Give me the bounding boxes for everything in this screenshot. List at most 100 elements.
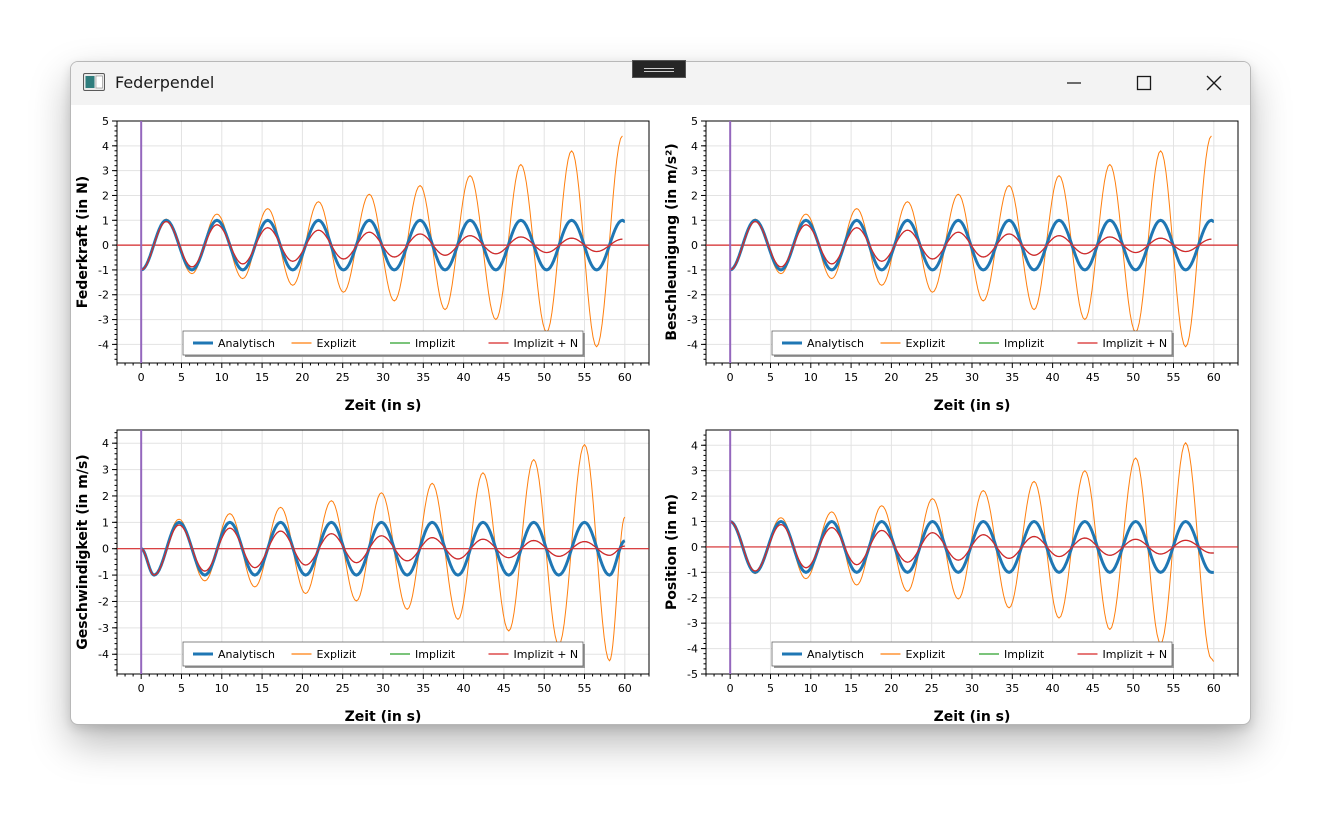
x-tick-label: 20 — [884, 682, 898, 695]
y-tick-label: 1 — [691, 516, 698, 529]
y-tick-label: 3 — [102, 464, 109, 477]
app-window-icon — [83, 73, 105, 91]
x-tick-label: 10 — [804, 371, 818, 384]
x-tick-label: 30 — [376, 371, 390, 384]
y-tick-label: -1 — [687, 566, 698, 579]
x-tick-label: 10 — [215, 371, 229, 384]
legend-label: Explizit — [317, 648, 357, 661]
legend-label: Implizit — [415, 648, 456, 661]
y-tick-label: 4 — [691, 439, 698, 452]
x-tick-label: 0 — [138, 371, 145, 384]
chart-panel-1: 0 5 10 15 20 25 30 35 40 45 50 55 60-4-3-2-1012345Ze… — [75, 115, 650, 414]
y-tick-label: 5 — [691, 115, 698, 128]
series-line-implizit-n — [729, 520, 1215, 572]
legend-box — [182, 330, 584, 356]
y-tick-label: 3 — [691, 465, 698, 478]
x-axis-title: Zeit (in s) — [345, 398, 422, 414]
x-axis-title: Zeit (in s) — [934, 709, 1011, 724]
window-title: Federpendel — [115, 73, 215, 92]
legend-box — [182, 641, 584, 667]
y-tick-label: -4 — [687, 338, 698, 351]
x-tick-label: 55 — [578, 682, 592, 695]
legend-label: Implizit + N — [1103, 648, 1168, 661]
legend-label: Implizit — [1004, 337, 1045, 350]
y-axis-title: Federkraft (in N) — [75, 176, 91, 308]
series-line-implizit-n — [729, 220, 1212, 271]
series-line-analytisch — [729, 218, 1216, 272]
x-tick-label: 40 — [1046, 371, 1060, 384]
minimize-icon — [1067, 82, 1081, 84]
x-tick-label: 30 — [376, 682, 390, 695]
legend-label: Implizit + N — [1103, 337, 1168, 350]
legend-label: Explizit — [317, 337, 357, 350]
x-tick-label: 45 — [497, 682, 511, 695]
x-tick-label: 45 — [497, 371, 511, 384]
close-button[interactable] — [1179, 62, 1249, 105]
y-tick-label: 3 — [691, 165, 698, 178]
x-tick-label: 25 — [925, 682, 939, 695]
y-tick-label: -1 — [687, 264, 698, 277]
series-group — [706, 135, 1238, 348]
legend-label: Implizit — [1004, 648, 1045, 661]
chart-panel-2: 0 5 10 15 20 25 30 35 40 45 50 55 60-4-3-2-1012345Ze… — [664, 115, 1239, 414]
y-tick-label: -1 — [98, 569, 109, 582]
minimize-button[interactable] — [1039, 62, 1109, 105]
x-tick-label: 15 — [255, 682, 269, 695]
y-tick-label: -3 — [687, 314, 698, 327]
legend-label: Implizit + N — [514, 648, 579, 661]
x-tick-label: 45 — [1086, 682, 1100, 695]
y-tick-label: 3 — [102, 165, 109, 178]
x-tick-label: 15 — [844, 682, 858, 695]
legend-label: Analytisch — [218, 648, 275, 661]
x-tick-label: 50 — [1126, 371, 1140, 384]
x-tick-label: 35 — [416, 371, 430, 384]
series-group — [117, 444, 649, 662]
y-tick-label: -2 — [687, 289, 698, 302]
x-tick-label: 55 — [1167, 371, 1181, 384]
x-tick-label: 45 — [1086, 371, 1100, 384]
legend-label: Implizit — [415, 337, 456, 350]
maximize-button[interactable] — [1109, 62, 1179, 105]
series-line-implizit-n — [140, 524, 625, 576]
y-tick-label: -4 — [98, 648, 109, 661]
legend-label: Explizit — [906, 648, 946, 661]
x-tick-label: 60 — [1207, 682, 1221, 695]
x-tick-label: 10 — [215, 682, 229, 695]
x-tick-label: 50 — [537, 682, 551, 695]
x-tick-label: 40 — [1046, 682, 1060, 695]
x-tick-label: 35 — [1005, 371, 1019, 384]
x-axis-title: Zeit (in s) — [934, 398, 1011, 414]
x-tick-label: 35 — [1005, 682, 1019, 695]
x-tick-label: 10 — [804, 682, 818, 695]
legend-label: Analytisch — [218, 337, 275, 350]
y-tick-label: 1 — [102, 516, 109, 529]
y-axis-title: Beschleunigung (in m/s²) — [664, 143, 680, 340]
x-tick-label: 0 — [138, 682, 145, 695]
x-tick-label: 55 — [578, 371, 592, 384]
y-axis-title: Position (in m) — [664, 494, 680, 610]
y-tick-label: -2 — [687, 592, 698, 605]
x-tick-label: 25 — [336, 682, 350, 695]
x-axis-title: Zeit (in s) — [345, 709, 422, 724]
y-tick-label: -2 — [98, 595, 109, 608]
x-tick-label: 30 — [965, 371, 979, 384]
x-tick-label: 60 — [618, 371, 632, 384]
y-tick-label: 2 — [102, 490, 109, 503]
legend: Analytisch Explizit Implizit Implizit + N — [182, 330, 585, 357]
y-tick-label: -2 — [98, 289, 109, 302]
y-tick-label: 1 — [102, 214, 109, 227]
snap-layout-handle[interactable] — [632, 60, 686, 78]
x-tick-label: 0 — [727, 682, 734, 695]
y-tick-label: 4 — [102, 437, 109, 450]
charts-canvas: 0 5 10 15 20 25 30 35 40 45 50 55 60-4-3-2-1012345Ze… — [75, 115, 1239, 724]
y-tick-label: -4 — [98, 338, 109, 351]
x-tick-label: 5 — [767, 371, 774, 384]
y-tick-label: 2 — [691, 490, 698, 503]
y-tick-label: 0 — [691, 239, 698, 252]
legend-label: Analytisch — [807, 337, 864, 350]
chart-panel-3: 0 5 10 15 20 25 30 35 40 45 50 55 60 -4 -3 -2 -1 0 1 2 3 4 Zei… — [75, 429, 650, 724]
legend-box — [771, 641, 1173, 667]
y-tick-label: -1 — [98, 264, 109, 277]
y-tick-label: 2 — [691, 189, 698, 202]
y-tick-label: 0 — [102, 239, 109, 252]
